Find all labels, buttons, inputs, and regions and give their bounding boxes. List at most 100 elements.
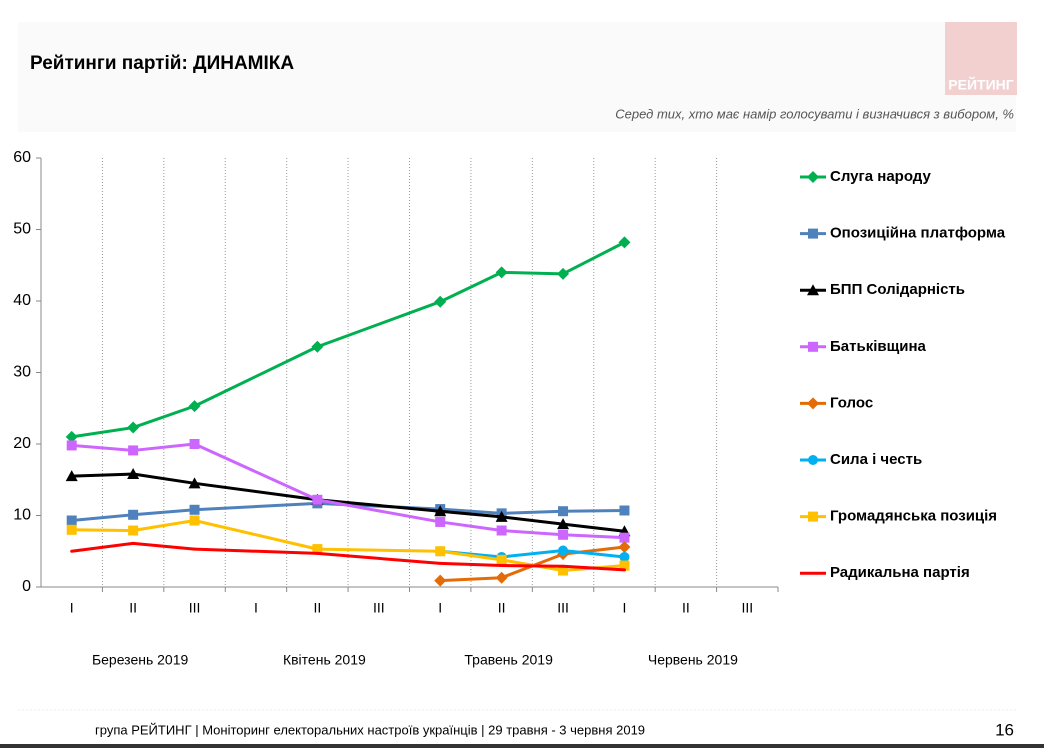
- marker: [557, 518, 570, 530]
- marker: [435, 516, 446, 527]
- line-segment: [440, 576, 502, 583]
- line-segment: [132, 472, 195, 485]
- x-tick-label: III: [189, 600, 201, 616]
- x-tick-label: II: [498, 600, 506, 616]
- marker: [558, 529, 569, 540]
- marker: [189, 515, 200, 526]
- x-tick-label: I: [623, 600, 627, 616]
- marker: [558, 565, 569, 576]
- marker: [495, 510, 508, 522]
- legend-label: Радикальна партія: [830, 564, 970, 581]
- marker: [807, 171, 819, 183]
- line-segment: [440, 509, 502, 519]
- marker: [807, 397, 819, 410]
- line-segment: [194, 481, 318, 502]
- marker: [618, 236, 631, 249]
- line-segment: [562, 564, 625, 572]
- marker: [312, 494, 323, 505]
- x-tick-label: I: [438, 600, 442, 616]
- line-segment: [562, 533, 625, 540]
- line-segment: [194, 501, 318, 512]
- line-segment: [501, 515, 564, 526]
- line-segment: [133, 508, 195, 517]
- marker: [496, 554, 507, 565]
- legend-label: Сила і честь: [830, 451, 922, 468]
- marker: [808, 341, 818, 352]
- marker: [557, 267, 570, 280]
- marker: [619, 560, 630, 571]
- line-segment: [562, 549, 625, 559]
- y-tick-label: 20: [13, 435, 31, 452]
- marker: [619, 551, 630, 562]
- x-tick-label: III: [741, 600, 753, 616]
- x-tick-label: I: [254, 600, 258, 616]
- subtitle: Серед тих, хто має намір голосувати і ви…: [615, 106, 1014, 121]
- point: [131, 541, 135, 545]
- marker: [127, 468, 140, 480]
- marker: [127, 421, 140, 434]
- marker: [188, 400, 201, 413]
- point: [193, 547, 197, 551]
- page-number: 16: [995, 720, 1014, 739]
- line-segment: [317, 498, 441, 524]
- y-tick-label: 50: [13, 221, 31, 238]
- line-segment: [71, 541, 134, 553]
- line-segment: [501, 509, 564, 515]
- marker: [312, 544, 323, 555]
- marker: [188, 477, 201, 489]
- marker: [66, 440, 77, 451]
- x-tick-label: II: [129, 600, 137, 616]
- x-tick-label: II: [682, 600, 690, 616]
- marker: [434, 505, 447, 517]
- marker: [434, 574, 447, 587]
- line-segment: [440, 520, 502, 533]
- line-segment: [563, 508, 625, 513]
- line-segment: [71, 472, 134, 478]
- marker: [66, 515, 77, 526]
- bottom-bar: [0, 744, 1044, 748]
- line-segment: [501, 549, 564, 559]
- month-label: Квітень 2019: [283, 652, 366, 668]
- legend-label: БПП Солідарність: [830, 281, 965, 298]
- line-segment: [132, 442, 195, 452]
- legend-label: Громадянська позиція: [830, 508, 997, 525]
- month-label: Травень 2019: [464, 652, 553, 668]
- x-tick-label: I: [70, 600, 74, 616]
- footer: група РЕЙТИНГ | Моніторинг електоральних…: [95, 722, 645, 737]
- line-segment: [194, 519, 318, 551]
- y-tick-label: 0: [22, 578, 31, 595]
- marker: [496, 525, 507, 536]
- marker: [807, 284, 819, 296]
- x-tick-label: III: [373, 600, 385, 616]
- marker: [65, 470, 78, 482]
- header-band: [18, 22, 1016, 132]
- point: [70, 549, 74, 553]
- line-segment: [501, 529, 564, 537]
- line-segment: [193, 442, 318, 502]
- month-label: Червень 2019: [648, 652, 738, 668]
- marker: [808, 511, 818, 522]
- marker: [808, 455, 818, 465]
- legend-label: Батьківщина: [830, 338, 927, 355]
- line-segment: [562, 241, 626, 276]
- line-segment: [562, 522, 625, 533]
- line-segment: [71, 513, 134, 522]
- line-segment: [501, 270, 564, 276]
- legend-label: Голос: [830, 394, 873, 411]
- y-tick-label: 30: [13, 364, 31, 381]
- marker: [311, 340, 324, 353]
- line-segment: [316, 300, 441, 349]
- line-segment: [132, 404, 196, 429]
- logo: РЕЙТИНГ: [948, 76, 1013, 93]
- line-segment: [132, 519, 195, 532]
- logo-box: [945, 22, 1017, 95]
- point: [315, 551, 319, 555]
- marker: [189, 504, 200, 515]
- y-tick-label: 40: [13, 292, 31, 309]
- title: Рейтинги партій: ДИНАМІКА: [30, 53, 294, 74]
- marker: [619, 505, 630, 516]
- line-segment: [317, 498, 441, 513]
- line-segment: [501, 564, 564, 568]
- marker: [66, 524, 77, 535]
